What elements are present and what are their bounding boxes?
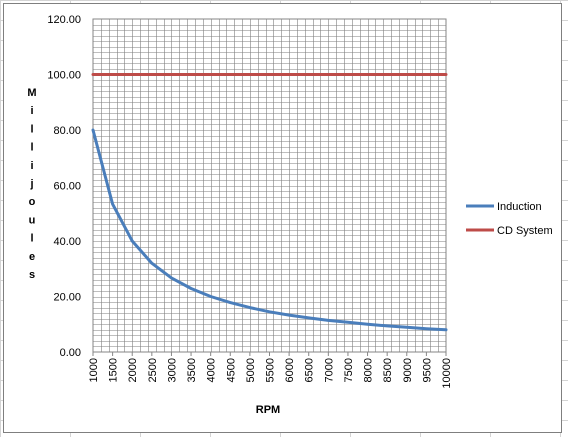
x-tick-label: 3500 <box>186 358 198 382</box>
y-axis-title-letter: e <box>29 251 35 263</box>
x-tick-label: 6500 <box>304 358 316 382</box>
y-tick-label: 80.00 <box>53 125 81 137</box>
legend-label: Induction <box>497 201 542 213</box>
y-axis-title-letter: i <box>30 160 33 172</box>
y-axis-title-letter: l <box>30 142 33 154</box>
x-tick-label: 3000 <box>166 358 178 382</box>
y-axis-title-letter: j <box>29 178 33 190</box>
plot-gridlines <box>92 18 447 353</box>
series-layer <box>91 73 448 332</box>
x-tick-label: 5500 <box>265 358 277 382</box>
x-axis-title: RPM <box>256 404 280 416</box>
x-tick-label: 7500 <box>343 358 355 382</box>
x-tick-label: 5000 <box>245 358 257 382</box>
x-tick-label: 4000 <box>206 358 218 382</box>
y-tick-label: 20.00 <box>53 292 81 304</box>
x-tick-label: 7000 <box>323 358 335 382</box>
x-tick-label: 6000 <box>284 358 296 382</box>
y-tick-label: 100.00 <box>47 70 81 82</box>
x-tick-label: 8500 <box>382 358 394 382</box>
y-axis-title-letter: s <box>29 269 35 281</box>
y-axis-ticks: 0.00 20.00 40.00 60.00 80.00 100.00 120.00 <box>47 14 81 359</box>
y-tick-label: 0.00 <box>60 347 81 359</box>
legend-label: CD System <box>497 225 553 237</box>
x-tick-label: 10000 <box>441 358 453 389</box>
x-tick-label: 8000 <box>363 358 375 382</box>
y-axis-title-letter: l <box>30 233 33 245</box>
legend: Induction CD System <box>466 201 553 237</box>
x-tick-label: 9500 <box>421 358 433 382</box>
x-tick-label: 9000 <box>402 358 414 382</box>
y-axis-title-letter: u <box>29 214 36 226</box>
y-tick-label: 120.00 <box>47 14 81 26</box>
plot-area <box>92 18 447 353</box>
y-axis-title-letter: i <box>30 105 33 117</box>
y-axis-title-letter: l <box>30 123 33 135</box>
y-axis-title-letter: M <box>27 87 36 99</box>
x-tick-label: 2000 <box>127 358 139 382</box>
x-tick-label: 4500 <box>225 358 237 382</box>
x-tick-label: 2500 <box>147 358 159 382</box>
series-line-induction <box>91 128 448 332</box>
x-tick-label: 1000 <box>88 358 100 382</box>
x-tick-label: 1500 <box>108 358 120 382</box>
y-axis-title-letter: o <box>29 196 36 208</box>
x-axis-ticks: 1000 1500 2000 2500 3000 3500 4000 4500 5000 5500… <box>88 352 453 389</box>
y-tick-label: 40.00 <box>53 236 81 248</box>
y-tick-label: 60.00 <box>53 181 81 193</box>
